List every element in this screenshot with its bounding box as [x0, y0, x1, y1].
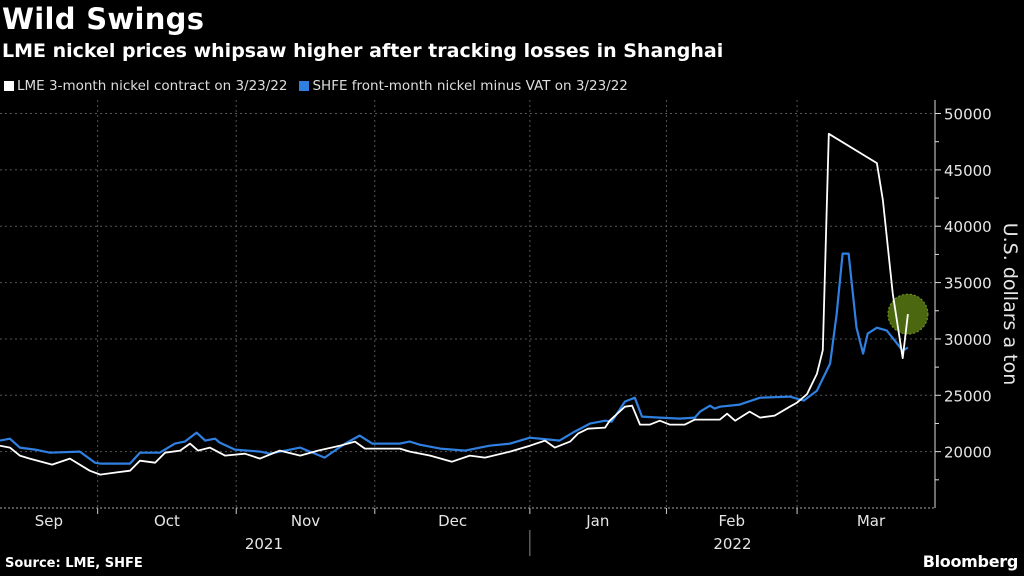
y-tick-label: 45000: [944, 162, 992, 180]
x-month-label: Mar: [857, 512, 886, 530]
y-tick-label: 50000: [944, 106, 992, 124]
x-year-label: 2022: [713, 535, 751, 553]
x-month-label: Nov: [291, 512, 320, 530]
chart-subtitle: LME nickel prices whipsaw higher after t…: [2, 40, 724, 62]
x-month-label: Jan: [585, 512, 609, 530]
series-line-shfe: [0, 252, 909, 465]
bloomberg-logo: Bloomberg: [922, 552, 1019, 571]
legend-swatch-lme: [4, 81, 14, 91]
legend-label-lme: LME 3-month nickel contract on 3/23/22: [17, 78, 288, 94]
legend-swatch-shfe: [299, 81, 310, 91]
x-month-label: Dec: [438, 512, 467, 530]
legend-item-lme: LME 3-month nickel contract on 3/23/22: [4, 78, 287, 94]
y-tick-label: 25000: [944, 387, 992, 405]
series-line-lme: [0, 132, 909, 476]
x-month-label: Oct: [154, 512, 180, 530]
y-tick-label: 40000: [944, 218, 992, 236]
source-note: Source: LME, SHFE: [5, 556, 143, 571]
legend: LME 3-month nickel contract on 3/23/22 S…: [4, 78, 628, 94]
y-tick-label: 30000: [944, 331, 992, 349]
chart-title: Wild Swings: [2, 2, 205, 36]
x-month-label: Sep: [35, 512, 63, 530]
y-tick-label: 20000: [944, 444, 992, 462]
x-month-label: Feb: [718, 512, 745, 530]
legend-label-shfe: SHFE front-month nickel minus VAT on 3/2…: [312, 78, 628, 94]
y-axis-title: U.S. dollars a ton: [999, 223, 1021, 386]
legend-item-shfe: SHFE front-month nickel minus VAT on 3/2…: [299, 78, 628, 94]
x-year-label: 2021: [245, 535, 283, 553]
y-tick-label: 35000: [944, 275, 992, 293]
